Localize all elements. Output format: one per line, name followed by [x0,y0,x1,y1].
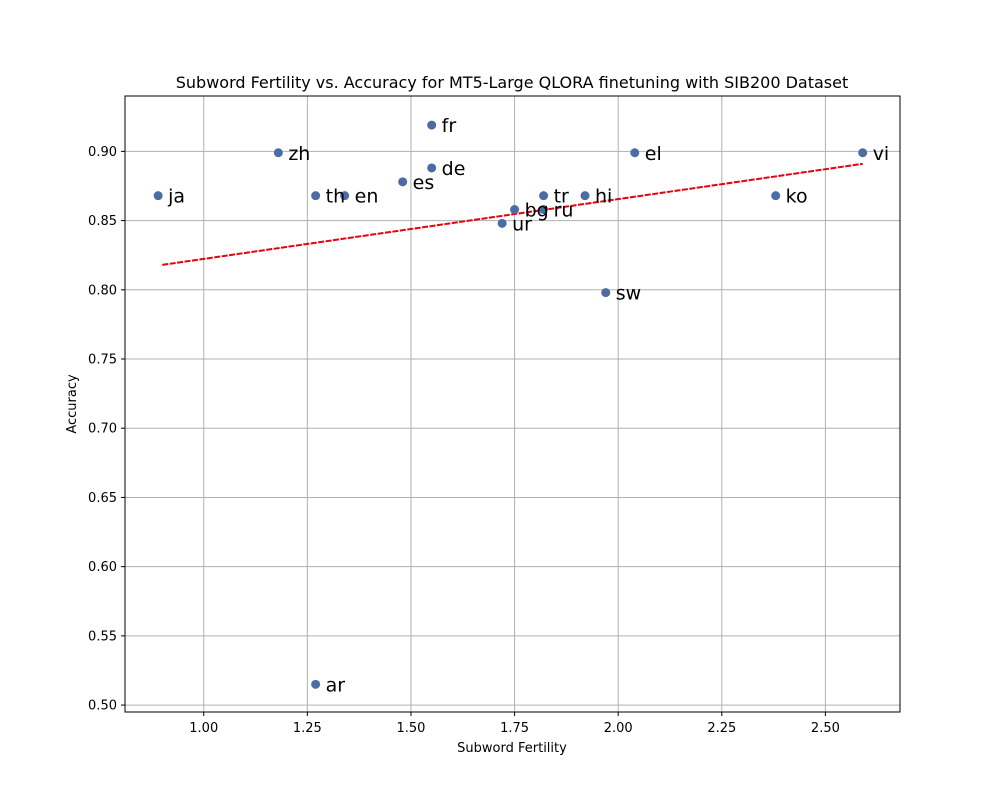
x-tick-label: 1.25 [293,721,322,736]
data-point-sw [601,288,611,298]
data-point-ar [311,679,321,689]
y-tick-label: 0.75 [88,353,117,368]
y-tick-label: 0.55 [88,629,117,644]
data-point-tr [539,191,549,201]
x-tick-label: 1.50 [396,721,425,736]
data-point-de [427,163,437,173]
data-point-fr [427,120,437,130]
point-label-hi: hi [595,186,612,208]
data-point-ur [497,218,507,228]
x-tick-label: 1.75 [500,721,529,736]
x-tick-label: 2.25 [707,721,736,736]
x-tick-label: 2.50 [811,721,840,736]
trend-line [162,162,863,266]
grid-lines [125,96,900,712]
data-point-ja [153,191,163,201]
data-point-en [340,191,350,201]
plot-frame [124,95,901,713]
chart-title: Subword Fertility vs. Accuracy for MT5-L… [176,73,849,92]
x-axis-title: Subword Fertility [457,741,567,756]
y-tick-label: 0.70 [88,422,117,437]
point-label-ru: ru [554,200,574,222]
point-label-bg: bg [525,200,549,222]
data-point-zh [273,148,283,158]
y-tick-label: 0.90 [88,145,117,160]
point-label-ur: ur [512,213,532,235]
point-label-zh: zh [288,143,310,165]
point-label-tr: tr [554,186,569,208]
x-tick-label: 1.00 [189,721,218,736]
data-points [153,120,868,689]
point-label-es: es [413,172,435,194]
data-point-bg [510,205,520,215]
x-tick-label: 2.00 [604,721,633,736]
point-label-vi: vi [873,143,890,165]
data-point-ru [539,205,549,215]
data-point-es [398,177,408,187]
y-axis-title: Accuracy [65,374,80,434]
y-tick-label: 0.65 [88,491,117,506]
y-tick-label: 0.85 [88,214,117,229]
point-label-th: th [326,186,346,208]
data-point-th [311,191,321,201]
data-point-el [630,148,640,158]
point-label-en: en [355,186,379,208]
data-point-vi [858,148,868,158]
data-point-hi [580,191,590,201]
y-axis-ticks: 0.50 0.55 0.60 0.65 0.70 0.75 0.80 0.85 0.90 [88,145,125,714]
point-label-sw: sw [616,283,641,305]
data-point-ko [771,191,781,201]
trend-line-group [162,162,863,266]
y-tick-label: 0.80 [88,283,117,298]
y-tick-label: 0.50 [88,699,117,714]
y-tick-label: 0.60 [88,560,117,575]
point-label-el: el [645,143,662,165]
point-label-ja: ja [167,186,185,208]
point-label-ar: ar [326,674,346,696]
point-label-de: de [442,158,466,180]
point-label-fr: fr [442,115,457,137]
point-label-ko: ko [786,186,808,208]
x-axis-ticks: 1.00 1.25 1.50 1.75 2.00 2.25 2.50 [189,712,840,736]
